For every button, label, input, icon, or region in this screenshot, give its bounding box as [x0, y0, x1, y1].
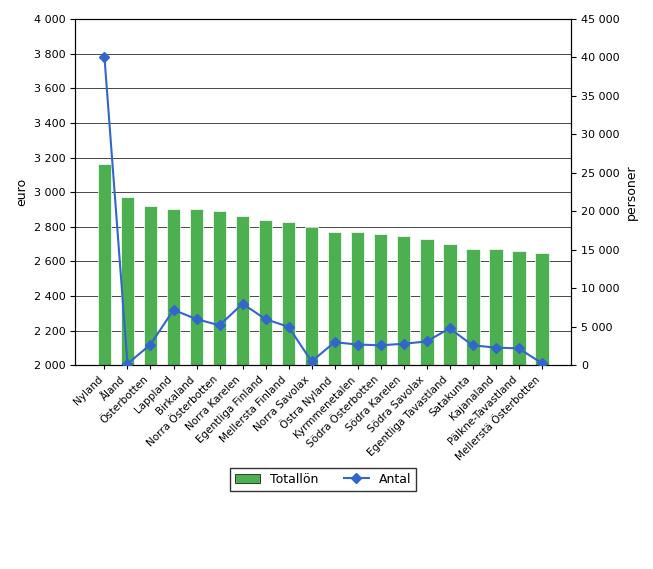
Antal	[469, 342, 477, 349]
Bar	[512, 251, 526, 569]
Bar	[374, 234, 387, 569]
Antal	[515, 345, 522, 352]
Bar	[167, 209, 180, 569]
Bar	[213, 211, 227, 569]
Antal	[308, 358, 315, 365]
Bar	[121, 197, 135, 569]
Bar	[351, 232, 364, 569]
Bar	[144, 206, 157, 569]
Bar	[488, 249, 503, 569]
Antal	[262, 316, 270, 323]
Bar	[97, 164, 112, 569]
Antal	[377, 342, 385, 349]
Antal	[285, 323, 293, 330]
Bar	[189, 209, 204, 569]
Antal	[193, 316, 200, 323]
Line: Antal: Antal	[101, 54, 545, 367]
Bar	[328, 232, 342, 569]
Bar	[259, 220, 272, 569]
Antal	[123, 360, 131, 367]
Antal	[146, 341, 154, 348]
Bar	[281, 221, 295, 569]
Antal	[537, 360, 545, 366]
Antal	[330, 339, 338, 345]
Bar	[305, 227, 319, 569]
Antal	[238, 300, 246, 307]
Legend: Totallön, Antal: Totallön, Antal	[230, 468, 416, 490]
Antal	[170, 307, 178, 314]
Y-axis label: personer: personer	[625, 164, 638, 220]
Bar	[396, 236, 411, 569]
Antal	[354, 341, 362, 348]
Bar	[236, 216, 249, 569]
Antal	[422, 338, 430, 345]
Antal	[215, 322, 223, 329]
Antal	[446, 325, 454, 332]
Y-axis label: euro: euro	[15, 178, 28, 206]
Bar	[420, 239, 434, 569]
Bar	[443, 244, 456, 569]
Antal	[400, 340, 407, 347]
Antal	[492, 344, 500, 351]
Bar	[535, 253, 549, 569]
Bar	[466, 249, 479, 569]
Antal	[101, 54, 108, 61]
